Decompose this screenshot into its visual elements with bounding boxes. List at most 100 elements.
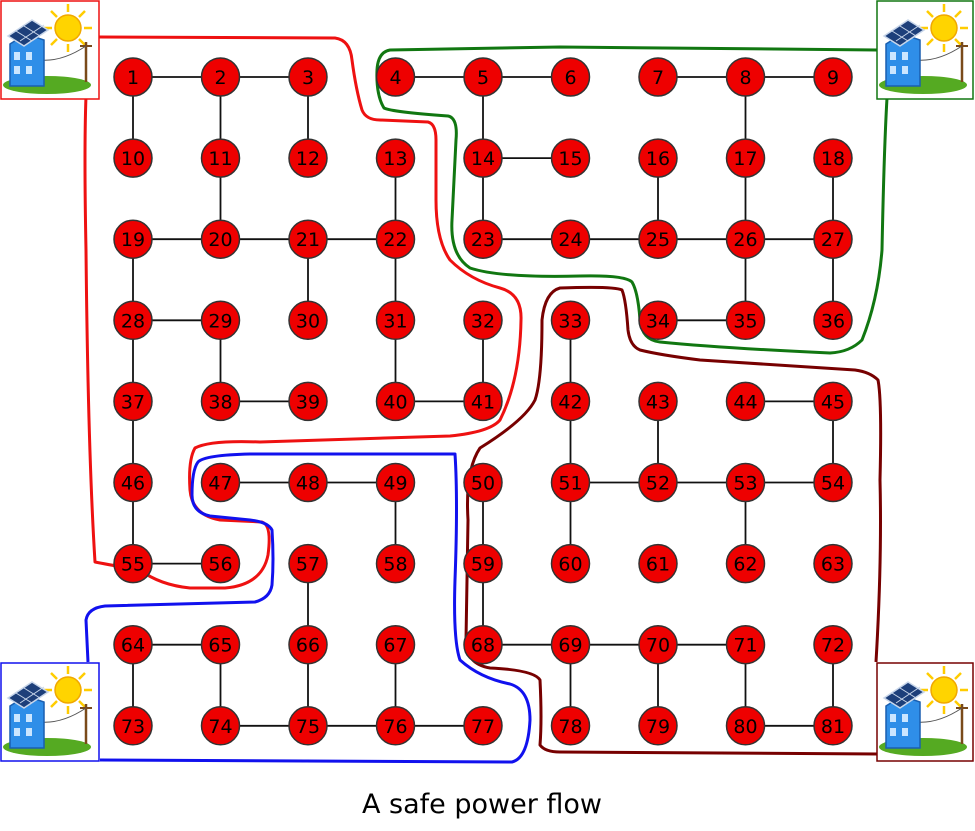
node-label: 74 bbox=[208, 716, 232, 738]
node-18: 18 bbox=[813, 138, 853, 178]
node-circle bbox=[288, 706, 328, 746]
node-circle bbox=[638, 624, 678, 665]
node-circle bbox=[200, 624, 241, 665]
node-label: 29 bbox=[208, 310, 232, 332]
node-label: 41 bbox=[471, 391, 495, 413]
node-49: 49 bbox=[375, 462, 416, 503]
node-label: 17 bbox=[733, 148, 757, 170]
node-label: 64 bbox=[121, 635, 145, 657]
node-38: 38 bbox=[200, 381, 241, 422]
node-55: 55 bbox=[113, 543, 153, 584]
node-78: 78 bbox=[550, 706, 591, 746]
node-circle bbox=[375, 706, 416, 746]
node-45: 45 bbox=[813, 381, 853, 422]
node-25: 25 bbox=[638, 219, 678, 259]
node-circle bbox=[638, 57, 678, 97]
node-label: 54 bbox=[821, 473, 845, 495]
node-label: 16 bbox=[646, 148, 670, 170]
node-76: 76 bbox=[375, 706, 416, 746]
node-35: 35 bbox=[725, 300, 766, 341]
node-circle bbox=[725, 300, 766, 341]
node-circle bbox=[375, 219, 416, 259]
node-circle bbox=[638, 138, 678, 178]
node-58: 58 bbox=[375, 543, 416, 584]
node-7: 7 bbox=[638, 57, 678, 97]
node-72: 72 bbox=[813, 624, 853, 665]
node-68: 68 bbox=[463, 624, 503, 665]
node-label: 34 bbox=[646, 310, 670, 332]
node-circle bbox=[200, 381, 241, 422]
node-label: 40 bbox=[383, 391, 407, 413]
node-circle bbox=[113, 57, 153, 97]
node-circle bbox=[725, 462, 766, 503]
node-48: 48 bbox=[288, 462, 328, 503]
node-3: 3 bbox=[288, 57, 328, 97]
node-label: 72 bbox=[821, 635, 845, 657]
node-50: 50 bbox=[463, 462, 503, 503]
node-label: 73 bbox=[121, 716, 145, 738]
node-label: 8 bbox=[739, 67, 751, 89]
node-circle bbox=[113, 300, 153, 341]
node-label: 80 bbox=[733, 716, 757, 738]
node-label: 36 bbox=[821, 310, 845, 332]
node-label: 81 bbox=[821, 716, 845, 738]
node-circle bbox=[200, 300, 241, 341]
node-label: 24 bbox=[558, 229, 582, 251]
node-circle bbox=[813, 624, 853, 665]
node-36: 36 bbox=[813, 300, 853, 341]
node-26: 26 bbox=[725, 219, 766, 259]
node-label: 46 bbox=[121, 473, 145, 495]
node-label: 27 bbox=[821, 229, 845, 251]
node-46: 46 bbox=[113, 462, 153, 503]
node-label: 14 bbox=[471, 148, 495, 170]
node-label: 21 bbox=[296, 229, 320, 251]
node-47: 47 bbox=[200, 462, 241, 503]
node-40: 40 bbox=[375, 381, 416, 422]
node-circle bbox=[200, 462, 241, 503]
node-17: 17 bbox=[725, 138, 766, 178]
node-11: 11 bbox=[200, 138, 241, 178]
node-74: 74 bbox=[200, 706, 241, 746]
node-label: 7 bbox=[652, 67, 664, 89]
node-75: 75 bbox=[288, 706, 328, 746]
region-darkred-outline bbox=[464, 285, 883, 756]
node-23: 23 bbox=[463, 219, 503, 259]
node-65: 65 bbox=[200, 624, 241, 665]
node-44: 44 bbox=[725, 381, 766, 422]
node-label: 20 bbox=[208, 229, 232, 251]
node-circle bbox=[638, 706, 678, 746]
node-circle bbox=[550, 381, 591, 422]
node-label: 9 bbox=[827, 67, 839, 89]
node-label: 4 bbox=[389, 67, 401, 89]
node-label: 31 bbox=[383, 310, 407, 332]
node-circle bbox=[375, 57, 416, 97]
node-69: 69 bbox=[550, 624, 591, 665]
node-circle bbox=[638, 381, 678, 422]
source-top-left bbox=[0, 0, 100, 100]
node-label: 57 bbox=[296, 554, 320, 576]
node-label: 60 bbox=[558, 554, 582, 576]
node-label: 2 bbox=[214, 67, 226, 89]
node-label: 61 bbox=[646, 554, 670, 576]
node-circle bbox=[375, 381, 416, 422]
node-28: 28 bbox=[113, 300, 153, 341]
node-label: 35 bbox=[733, 310, 757, 332]
node-label: 78 bbox=[558, 716, 582, 738]
node-62: 62 bbox=[725, 543, 766, 584]
node-27: 27 bbox=[813, 219, 853, 259]
node-circle bbox=[725, 624, 766, 665]
node-circle bbox=[463, 462, 503, 503]
node-label: 70 bbox=[646, 635, 670, 657]
node-52: 52 bbox=[638, 462, 678, 503]
node-label: 66 bbox=[296, 635, 320, 657]
node-30: 30 bbox=[288, 300, 328, 341]
node-57: 57 bbox=[288, 543, 328, 584]
node-circle bbox=[725, 138, 766, 178]
node-circle bbox=[725, 219, 766, 259]
node-circle bbox=[463, 706, 503, 746]
node-label: 33 bbox=[558, 310, 582, 332]
node-39: 39 bbox=[288, 381, 328, 422]
node-circle bbox=[200, 219, 241, 259]
node-6: 6 bbox=[550, 57, 591, 97]
